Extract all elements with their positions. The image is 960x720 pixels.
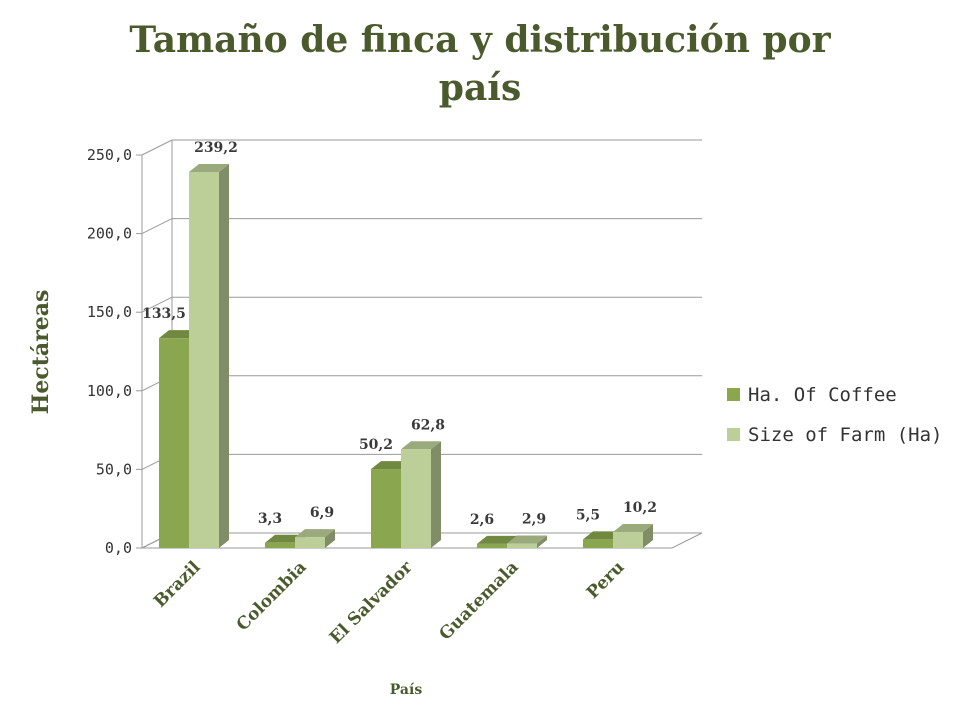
- gridline-side: [141, 139, 173, 156]
- x-tick-label: Brazil: [150, 557, 205, 612]
- bar: [477, 543, 507, 548]
- x-tick-label: El Salvador: [326, 557, 417, 648]
- bar: [507, 543, 537, 548]
- bar-side: [325, 529, 335, 548]
- data-label: 2,9: [522, 511, 546, 527]
- x-tick-label: Guatemala: [436, 557, 523, 644]
- x-tick-label: Peru: [583, 557, 629, 603]
- chart-title-line-1: Tamaño de finca y distribución por: [129, 19, 831, 61]
- data-label: 62,8: [411, 417, 445, 433]
- data-label: 50,2: [359, 437, 393, 453]
- bar-side: [537, 535, 547, 548]
- bar-side: [643, 523, 653, 548]
- y-tick-label: 0,0: [105, 539, 132, 557]
- data-label: 3,3: [258, 511, 282, 527]
- gridline-side: [141, 218, 173, 235]
- y-axis-label: Hectáreas: [28, 290, 54, 415]
- data-label: 6,9: [310, 505, 334, 521]
- y-tick-label: 250,0: [87, 146, 132, 164]
- gridline-side: [141, 296, 173, 313]
- bar: [371, 469, 401, 548]
- y-tick-label: 100,0: [87, 382, 132, 400]
- bar: [159, 338, 189, 548]
- plot-area: 0,0 50,0 100,0 150,0 200,0 250,0 133,5 239,2 Bra…: [87, 120, 703, 648]
- legend-entry: Ha. Of Coffee: [748, 384, 897, 406]
- bar: [295, 537, 325, 548]
- data-label: 10,2: [623, 500, 657, 516]
- data-label: 2,6: [470, 512, 494, 528]
- bar-top: [477, 535, 517, 544]
- bar-side: [431, 441, 441, 548]
- bar: [583, 539, 613, 548]
- legend: Ha. Of Coffee Size of Farm (Ha): [727, 384, 942, 446]
- bar-top: [507, 535, 547, 544]
- x-tick-label: Colombia: [233, 557, 311, 635]
- data-label: 133,5: [142, 306, 186, 322]
- legend-entry: Size of Farm (Ha): [748, 424, 942, 446]
- bar-top: [295, 529, 335, 538]
- y-tick-label: 50,0: [96, 460, 132, 478]
- y-tick-label: 150,0: [87, 303, 132, 321]
- chart-title-line-2: país: [439, 67, 521, 109]
- bar-top: [401, 441, 441, 450]
- bar: [265, 542, 295, 548]
- data-label: 5,5: [576, 507, 600, 523]
- bar-top: [189, 163, 229, 172]
- bar: [401, 449, 431, 548]
- bar: [189, 171, 219, 548]
- legend-swatch: [727, 388, 740, 401]
- bar: [613, 531, 643, 548]
- bar-side: [219, 163, 229, 548]
- x-axis-label: País: [390, 682, 423, 698]
- data-label: 239,2: [194, 140, 238, 156]
- y-tick-label: 200,0: [87, 225, 132, 243]
- legend-swatch: [727, 428, 740, 441]
- bar-top: [613, 523, 653, 532]
